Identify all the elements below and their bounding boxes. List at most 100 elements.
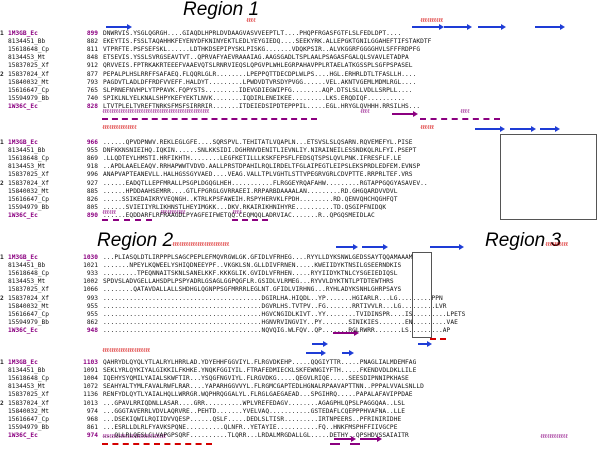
sequence-name: 15616647_Cp [8, 310, 49, 318]
sequence-residues: ......SVIEIIYRLIKHNSTLHEYIMGKK...DKV.RKA… [103, 203, 387, 211]
sequence-residues: ......HPDDAAHSEMRR....GTLFPGRGLGVRRAEEI.… [103, 187, 398, 195]
group-number: 1 [0, 139, 4, 146]
strand-arrow [106, 24, 132, 30]
dashed-line [330, 443, 340, 447]
sequence-residues: .........TPEQNNAITSKNLSANELKKF.KKKGLIK.G… [103, 270, 398, 278]
sequence-position: 882 [86, 38, 98, 46]
sequence-residues: ANAPVAPTEANEVLL.HALHGSSGYVAED....VEAG.VA… [103, 171, 413, 179]
sequence-name: 1W36C_Ec [8, 211, 38, 219]
sequence-position: 996 [86, 171, 98, 179]
sequence-name: 8134451_Bb [8, 38, 46, 46]
strand-arrow-bottom [334, 436, 356, 442]
helix-marker-bottom: ℓℓℓℓℓℓℓℓℓℓℓ [160, 210, 186, 215]
sequence-residues: SPIKLNLYELKNALSHPYKEFYEKTLNVK........IQD… [103, 94, 406, 102]
dashed-line [102, 219, 152, 223]
strand-arrow [336, 244, 358, 250]
sequence-position: 765 [86, 86, 98, 94]
sequence-name: 15618648_Cp [8, 155, 49, 163]
sequence-name: 1M3GB_Ec [8, 359, 38, 366]
helix-marker-bottom: ℓℓℓℓℓℓ [102, 210, 116, 215]
sequence-name: 15616647_Cp [8, 195, 49, 203]
sequence-residues: .....SSIKEDAIKRYVEQNGH..KTRLKPSFAWEIH.RS… [103, 195, 398, 203]
strand-arrow [510, 126, 536, 132]
sequence-position: 1021 [83, 262, 98, 270]
sequence-position: 793 [86, 78, 98, 86]
sequence-residues: ........................................… [103, 318, 458, 326]
strand-arrow [535, 24, 565, 30]
sequence-position: 966 [86, 139, 98, 146]
strand-arrow [478, 24, 506, 30]
sequence-residues: ...GGGTAVERRLVDVLAQRVRE..PEHTD.......YVE… [103, 407, 406, 415]
sequence-residues: DNFKKNSNIEIHQ.IQKIN......SNLKKSIDI.DGHRN… [103, 147, 417, 155]
helix-marker-bottom: ℓℓℓℓ [232, 210, 242, 215]
strand-arrow [412, 24, 444, 30]
sequence-residues: SLPRNEFNVHPLYTPPAVK.FQPYSTS.........IDEV… [103, 86, 413, 94]
sequence-residues: ..APDLAAELEAQV.RRHAPWWTVDVD.AALLPRSTDPAH… [103, 163, 421, 171]
strand-arrow [362, 244, 388, 250]
sequence-name: 1W36C_Ec [8, 102, 38, 110]
sequence-position: 1136 [83, 391, 98, 399]
sequence-residues: ........................................… [103, 302, 447, 310]
sequence-name: 8134451_Bb [8, 367, 46, 375]
strand-arrow [342, 350, 354, 356]
sequence-residues: ......EADQTLLEPFMRALLPSGPLDGQGLHEH......… [103, 179, 428, 187]
sequence-position: 869 [86, 155, 98, 163]
helix-marker: ℓℓℓℓℓℓℓℓℓℓ [420, 18, 443, 23]
sequence-residues: DNWRVIS.YSGLQGRGH....GIAQDLHPRLDVDAAGVAS… [103, 30, 402, 37]
sequence-residues: EKEYTIS.FSSLTAQAHHKFEYENYDFKNINYEKTLEDLY… [103, 38, 432, 46]
sequence-residues: RENFYDLQYTLYAIALHQLLWRRGR.WQPHRQGGALYL.F… [103, 391, 413, 399]
sequence-position: 993 [86, 294, 98, 302]
helix-marker: ℓℓℓℓℓℓℓℓℓℓ [545, 242, 568, 247]
sequence-residues: SPDVSLADVGELLAHSDPLPSPYADRLGSAGLGGPQGFLR… [103, 278, 394, 286]
sequence-position: 1072 [83, 383, 98, 391]
sequence-residues: LTVTPLELTVREFTNRKSFMSFSIRRRIR.......ITDE… [103, 102, 421, 110]
sequence-position: 828 [86, 102, 98, 110]
sequence-name: 15837025_Xf [8, 391, 49, 399]
sequence-position: 974 [86, 431, 98, 439]
strand-arrow [444, 24, 472, 30]
helix-marker: ℓℓℓℓ [246, 18, 256, 23]
sequence-name: 1M3GB_Ec [8, 30, 38, 37]
sequence-name: 8134453_Mt [8, 383, 46, 391]
sequence-name: 15594979_Bb [8, 318, 49, 326]
sequence-name: 15840032_Mt [8, 187, 49, 195]
sequence-residues: PAGDVTLADLDFFRDFVVEFF.HALDYT.........LPW… [103, 78, 417, 86]
sequence-name: 15837024_Xf [8, 70, 49, 78]
sequence-name: 8134453_Mt [8, 163, 46, 171]
sequence-residues: QAHRYDLQYQLYTLALRYLHRRLAD.YDYEHHFGGVIYL.… [103, 359, 417, 366]
sequence-position: 805 [86, 203, 98, 211]
strand-arrow [475, 126, 505, 132]
group-number: 2 [0, 70, 4, 78]
sequence-name: 15616647_Cp [8, 415, 49, 423]
sequence-name: 1W36C_Ec [8, 326, 38, 334]
helix-marker: ℓℓℓℓℓℓℓℓℓℓℓℓℓℓℓℓℓℓℓℓℓ [102, 348, 150, 353]
helix-marker-bottom: ℓℓℓℓ [460, 109, 470, 114]
sequence-name: 1M3GB_Ec [8, 139, 38, 146]
sequence-name: 1W36C_Ec [8, 431, 38, 439]
sequence-name: 15840032_Mt [8, 407, 49, 415]
dashed-line [420, 118, 500, 122]
sequence-residues: ........QATAVDALLALLSHDHGLQGNPPSGFMRRRLE… [103, 286, 402, 294]
sequence-position: 861 [86, 423, 98, 431]
helix-marker: ℓℓℓℓℓℓ [420, 125, 434, 130]
sequence-position: 1002 [83, 278, 98, 286]
sequence-residues: .......NPEYLKQWEELYSHIQDNEEYPF..VKGKLSN.… [103, 262, 402, 270]
sequence-name: 15837024_Xf [8, 399, 49, 407]
sequence-name: 15840032_Mt [8, 302, 49, 310]
dashed-line [350, 443, 360, 447]
region-1-label: Region 1 [183, 0, 260, 20]
strand-arrow-bottom [392, 111, 418, 117]
strand-arrow [418, 341, 432, 347]
sequence-name: 15618648_Cp [8, 270, 49, 278]
dashed-line [430, 338, 446, 342]
sequence-position: 955 [86, 147, 98, 155]
sequence-residues: ETSEVIS.YSSLSVRGSEAVTVT..QPRVAFYAEVRAAAI… [103, 54, 409, 62]
sequence-residues: ........................................… [103, 310, 466, 318]
strand-arrow [306, 350, 326, 356]
helix-marker-bottom: ℓℓℓℓℓℓℓℓℓℓℓℓℓℓℓℓℓℓℓℓℓℓℓℓℓℓℓℓℓℓℓℓℓℓℓℓℓℓℓℓ… [102, 109, 209, 114]
sequence-position: 899 [86, 30, 98, 37]
dashed-line [232, 219, 268, 223]
sequence-position: 1004 [83, 375, 98, 383]
sequence-position: 1066 [83, 286, 98, 294]
sequence-position: 862 [86, 318, 98, 326]
